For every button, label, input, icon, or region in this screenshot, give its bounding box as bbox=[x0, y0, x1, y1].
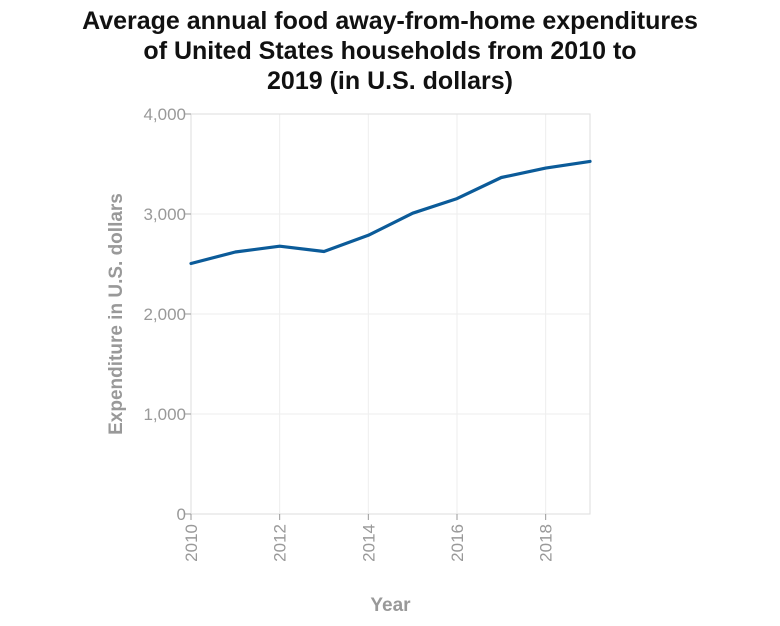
x-tick-label: 2014 bbox=[359, 524, 378, 562]
y-tick-label: 4,000 bbox=[143, 105, 186, 124]
chart-title-line-1: Average annual food away-from-home expen… bbox=[82, 7, 698, 35]
x-axis-title: Year bbox=[370, 595, 411, 616]
y-tick-label: 3,000 bbox=[143, 205, 186, 224]
x-axis-ticks: 2010 2012 2014 2016 2018 bbox=[182, 514, 556, 562]
series-line bbox=[189, 159, 592, 266]
x-tick-label: 2018 bbox=[537, 524, 556, 562]
chart-title-line-3: 2019 (in U.S. dollars) bbox=[267, 67, 513, 95]
y-axis-title: Expenditure in U.S. dollars bbox=[106, 193, 127, 435]
y-tick-label: 2,000 bbox=[143, 305, 186, 324]
y-tick-label: 0 bbox=[177, 505, 186, 524]
x-tick-label: 2016 bbox=[448, 524, 467, 562]
y-axis-ticks: 0 1,000 2,000 3,000 4,000 bbox=[143, 105, 191, 524]
chart-title: Average annual food away-from-home expen… bbox=[0, 6, 780, 96]
y-tick-label: 1,000 bbox=[143, 405, 186, 424]
x-tick-label: 2012 bbox=[271, 524, 290, 562]
grid-lines bbox=[190, 113, 590, 515]
x-tick-label: 2010 bbox=[182, 524, 201, 562]
chart-title-line-2: of United States households from 2010 to bbox=[143, 37, 637, 65]
